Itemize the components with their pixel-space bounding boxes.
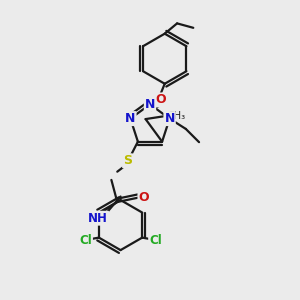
Text: NH: NH <box>88 212 108 225</box>
Text: Cl: Cl <box>79 234 92 247</box>
Text: S: S <box>123 154 132 167</box>
Text: CH₃: CH₃ <box>167 111 185 121</box>
Text: Cl: Cl <box>149 234 162 247</box>
Text: N: N <box>164 112 175 125</box>
Text: O: O <box>139 191 149 204</box>
Text: O: O <box>155 93 166 106</box>
Text: N: N <box>145 98 155 111</box>
Text: N: N <box>125 112 136 125</box>
